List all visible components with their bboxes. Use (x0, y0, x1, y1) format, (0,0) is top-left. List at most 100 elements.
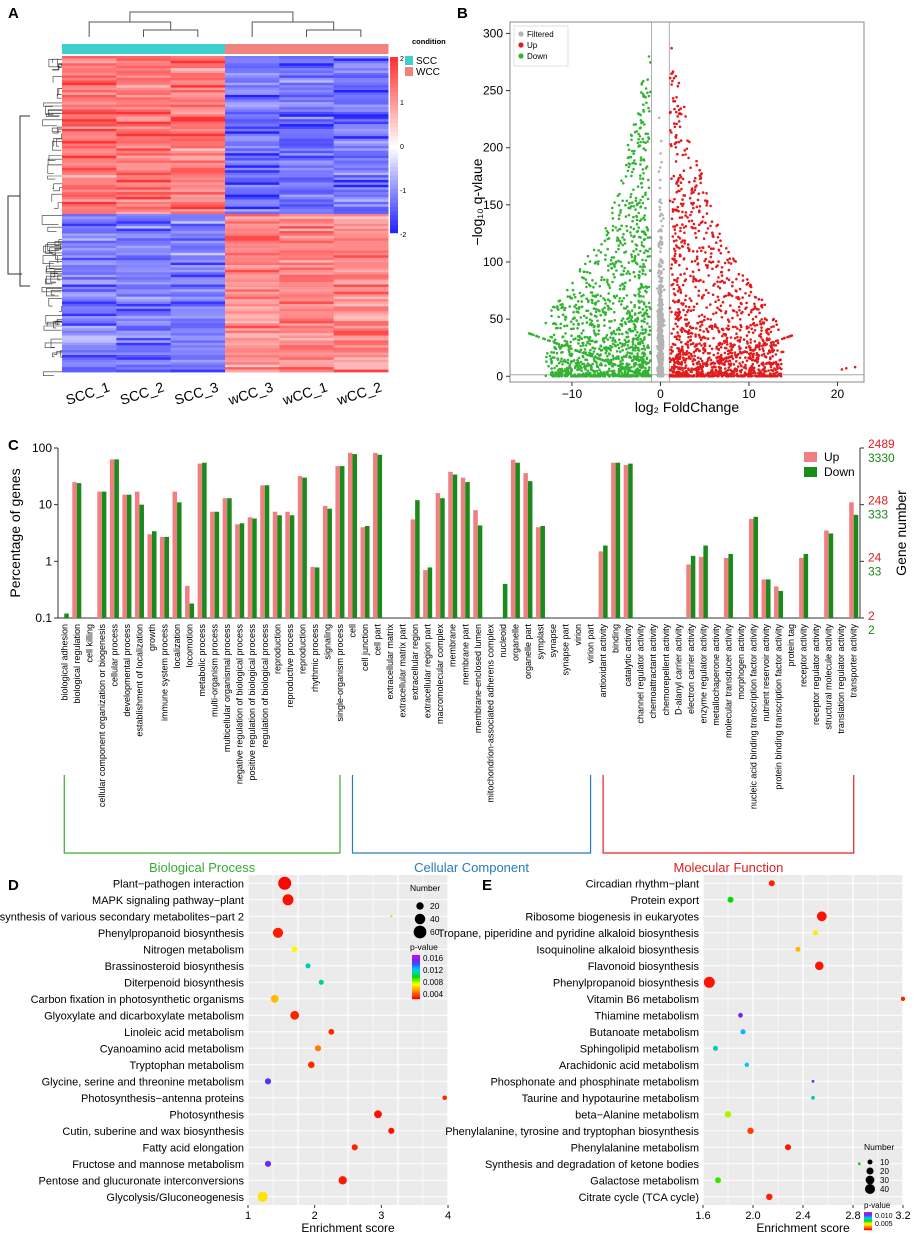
heatmap-cell (225, 90, 280, 93)
heatmap-cell (170, 85, 226, 88)
heatmap-cell (170, 354, 226, 358)
pathway-dot (744, 1062, 749, 1068)
data-point (769, 375, 773, 378)
heatmap-cell (225, 320, 280, 324)
data-point (610, 267, 613, 270)
data-point (709, 255, 713, 259)
heatmap-cell (170, 128, 226, 132)
heatmap-cell (225, 289, 280, 293)
data-point (617, 204, 621, 207)
data-point (659, 219, 663, 223)
data-point (555, 326, 558, 330)
heatmap-cell (333, 150, 389, 154)
heatmap-cell (333, 231, 389, 234)
bar-down (365, 526, 370, 618)
data-point (716, 306, 719, 310)
data-point (658, 356, 662, 360)
data-point (642, 158, 645, 161)
category-label: metabolic process (197, 624, 207, 697)
data-point (763, 303, 767, 307)
heatmap-cell (62, 60, 117, 64)
data-point (712, 247, 715, 250)
data-point (657, 274, 661, 278)
heatmap-cell (333, 196, 389, 200)
heatmap-cell (225, 226, 280, 229)
data-point (700, 344, 703, 347)
heatmap-cell (279, 70, 335, 74)
data-point (553, 305, 556, 309)
data-point (685, 330, 688, 334)
bar-down (239, 523, 245, 618)
data-point (617, 346, 621, 350)
category-label: chemoattractant activity (648, 624, 658, 719)
data-point (637, 349, 641, 352)
data-point (627, 320, 631, 323)
data-point (639, 91, 643, 94)
data-point (606, 237, 610, 241)
group-bracket (63, 775, 341, 854)
heatmap-cell (333, 362, 389, 366)
pathway-label: Nitrogen metabolism (143, 944, 244, 956)
category-label: protein binding transcription factor act… (774, 624, 784, 790)
data-point (697, 279, 701, 283)
data-point (600, 276, 604, 279)
data-point (612, 356, 616, 360)
y-tick-label: 1 (45, 554, 52, 568)
data-point (639, 337, 642, 341)
data-point (748, 352, 752, 356)
data-point (623, 238, 626, 241)
data-point (594, 295, 598, 298)
data-point (627, 213, 631, 217)
data-point (767, 327, 771, 331)
category-label: channel regulator activity (636, 624, 646, 724)
data-point (685, 267, 689, 271)
data-point (686, 310, 689, 314)
color-scale-step (390, 140, 398, 146)
heatmap-cell (116, 289, 172, 293)
data-point (642, 302, 646, 306)
heatmap-cell (116, 257, 172, 261)
heatmap-cell (225, 313, 280, 317)
heatmap-cell (333, 80, 389, 84)
color-scale-step (390, 158, 398, 163)
data-point (709, 318, 712, 321)
color-legend-tick: 0.016 (423, 954, 444, 963)
heatmap-cell (333, 345, 389, 349)
data-point (637, 311, 641, 315)
data-point (698, 365, 702, 369)
size-legend-label: 40 (880, 1185, 889, 1194)
heatmap-cell (279, 204, 335, 208)
data-point (706, 317, 710, 321)
heatmap-cell (116, 121, 172, 125)
data-point (727, 278, 731, 282)
heatmap-cell (116, 267, 172, 271)
data-point (622, 296, 626, 300)
data-point (597, 249, 600, 252)
color-legend-step (864, 1216, 872, 1217)
data-point (642, 140, 645, 144)
heatmap-cell (116, 245, 172, 249)
data-point (588, 339, 591, 342)
data-point (644, 191, 647, 195)
heatmap-cell (225, 60, 280, 64)
bar-down (339, 466, 345, 618)
data-point (681, 345, 684, 349)
heatmap-cell (225, 252, 280, 256)
data-point (631, 219, 634, 223)
data-point (642, 238, 646, 241)
heatmap-cell (225, 172, 280, 176)
data-point (671, 71, 674, 75)
heatmap-cell (225, 102, 280, 106)
heatmap-cell (116, 170, 172, 174)
data-point (577, 307, 581, 310)
data-point (659, 212, 663, 216)
data-point (767, 374, 770, 378)
condition-legend-swatch (405, 56, 413, 65)
data-point (678, 189, 681, 193)
color-legend-step (864, 1222, 872, 1223)
heatmap-cell (62, 145, 117, 149)
data-point (716, 280, 719, 284)
heatmap-cell (170, 223, 226, 227)
data-point (627, 346, 631, 350)
heatmap-cell (279, 65, 335, 69)
